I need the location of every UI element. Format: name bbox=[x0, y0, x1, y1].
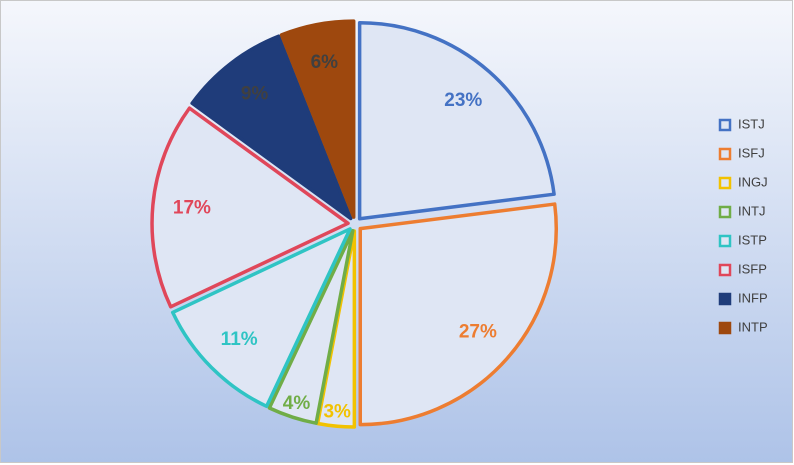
data-label: 23% bbox=[444, 90, 482, 111]
legend-marker bbox=[718, 292, 732, 306]
pie-slice bbox=[357, 20, 556, 221]
data-label: 3% bbox=[323, 401, 351, 422]
legend-marker bbox=[718, 234, 732, 248]
legend-label: ISTJ bbox=[738, 116, 765, 131]
legend-label: INTP bbox=[738, 319, 768, 334]
pie-slice bbox=[150, 106, 350, 309]
pie-slice bbox=[190, 34, 353, 221]
legend-label: ISFP bbox=[738, 261, 767, 276]
legend-marker bbox=[718, 147, 732, 161]
legend-label: ISFJ bbox=[738, 145, 765, 160]
legend-marker bbox=[718, 205, 732, 219]
legend-marker bbox=[718, 321, 732, 335]
legend-label: INGJ bbox=[738, 174, 768, 189]
data-label: 27% bbox=[459, 321, 497, 342]
data-label: 9% bbox=[241, 84, 269, 105]
legend-marker bbox=[718, 263, 732, 277]
pie-slice bbox=[170, 227, 352, 409]
data-label: 6% bbox=[311, 52, 339, 73]
legend-label: ISTP bbox=[738, 232, 767, 247]
pie-slice bbox=[267, 228, 355, 425]
data-label: 11% bbox=[221, 329, 258, 350]
pie-slice bbox=[358, 202, 558, 427]
data-label: 17% bbox=[173, 198, 211, 219]
legend-marker bbox=[718, 176, 732, 190]
legend-marker bbox=[718, 118, 732, 132]
pie-slice bbox=[279, 19, 356, 219]
data-label: 4% bbox=[283, 393, 311, 414]
legend-label: INFP bbox=[738, 290, 768, 305]
legend-label: INTJ bbox=[738, 203, 765, 218]
